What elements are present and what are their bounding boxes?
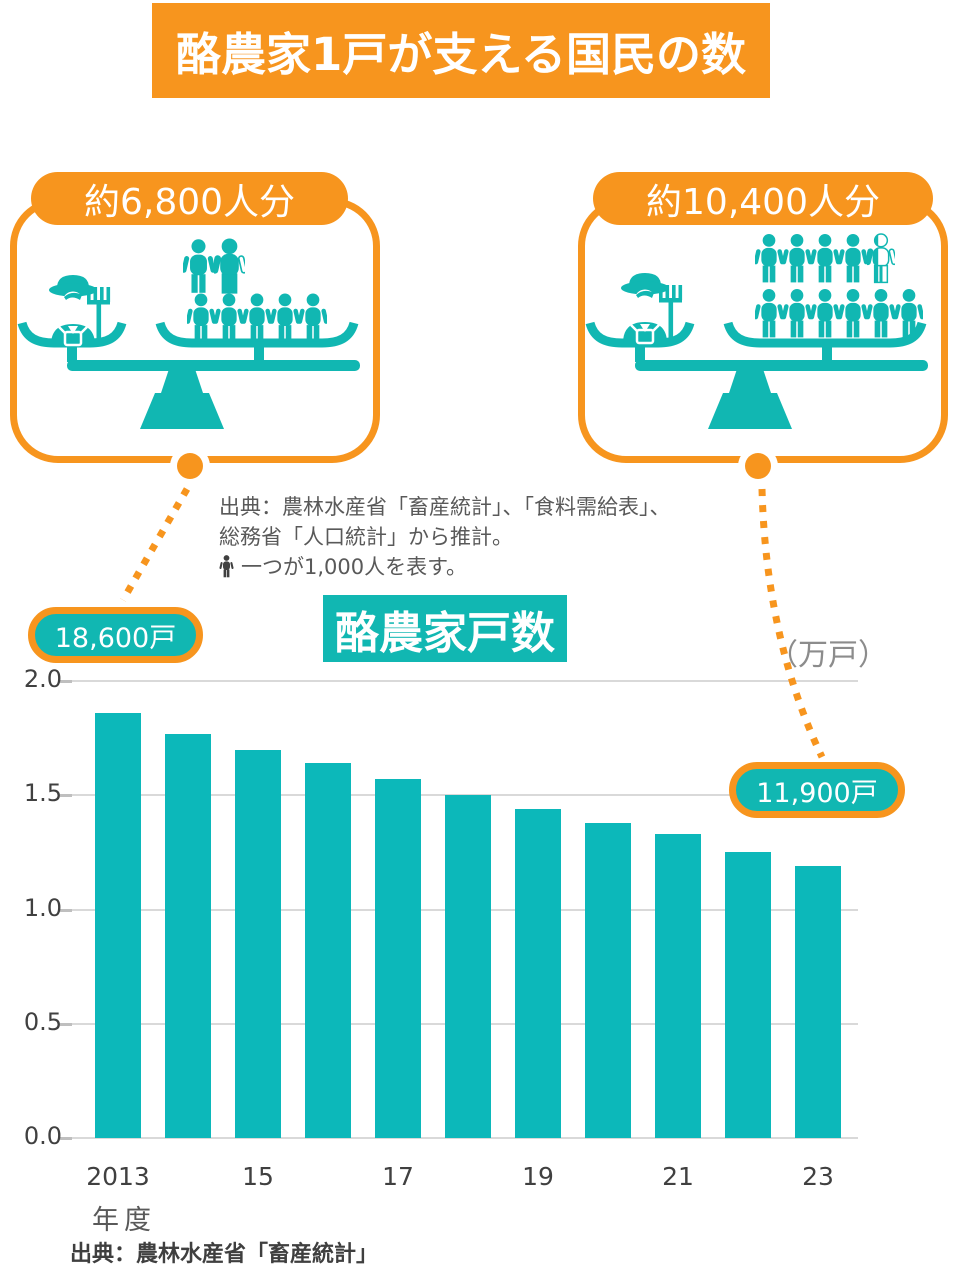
- person-icon: [213, 293, 245, 342]
- badge-people-2013: 約6,800人分: [31, 172, 348, 225]
- x-tick-label-2013: 2013: [86, 1162, 150, 1191]
- chart-title: 酪農家戸数: [323, 595, 567, 662]
- bar-2021: [655, 834, 701, 1138]
- gridline-y-0.0: [72, 1137, 858, 1139]
- x-tick-label-17: 17: [382, 1162, 414, 1191]
- y-tick-label: 0.0: [23, 1122, 62, 1150]
- person-icon: [781, 234, 813, 283]
- bar-2016: [305, 763, 351, 1138]
- callout-2013-households: 18,600戸: [28, 607, 203, 663]
- x-tick-label-15: 15: [242, 1162, 274, 1191]
- estimate-note-line2: 総務省「人口統計」から推計。: [219, 525, 513, 549]
- people-row-top: [753, 231, 898, 293]
- person-icon: [214, 239, 238, 293]
- estimate-note-line3: 一つが1,000人を表す。: [241, 555, 468, 579]
- person-icon: [269, 293, 301, 342]
- page-title: 酪農家1戸が支える国民の数: [176, 28, 746, 81]
- bar-2019: [515, 808, 561, 1138]
- bar-2014: [165, 733, 211, 1138]
- y-tick-label: 1.0: [23, 893, 62, 922]
- y-tick-2.0: [60, 680, 72, 683]
- bar-2013: [95, 712, 141, 1138]
- y-tick-1.0: [60, 908, 72, 912]
- y-tick-0.5: [60, 1022, 72, 1026]
- x-tick-label-23: 23: [802, 1162, 834, 1191]
- person-icon: [753, 234, 785, 283]
- gridline-y-2.0: [72, 680, 858, 682]
- page-title-banner: 酪農家1戸が支える国民の数: [152, 3, 770, 98]
- people-row-bottom: [753, 288, 925, 346]
- y-tick-label: 0.5: [23, 1007, 62, 1036]
- connector-dot-right: [745, 453, 771, 479]
- person-icon: [867, 234, 879, 283]
- y-axis-unit-label: （万戸）: [768, 638, 888, 673]
- chart-source: 出典：農林水産省「畜産統計」: [70, 1242, 379, 1267]
- people-row-bottom: [185, 291, 329, 352]
- farmer-icon: [621, 273, 683, 345]
- person-icon: [753, 289, 785, 338]
- people-row-top: [181, 238, 248, 302]
- person-icon: [297, 293, 329, 342]
- x-tick-label-21: 21: [662, 1162, 694, 1191]
- person-icon: [185, 293, 217, 342]
- bar-2023: [795, 866, 841, 1138]
- bar-2015: [235, 749, 281, 1138]
- badge-people-2023-label: 約10,400人分: [646, 181, 880, 223]
- scale-panel-2023: 約10,400人分: [578, 172, 948, 479]
- bar-2020: [585, 822, 631, 1138]
- chart-title-label: 酪農家戸数: [335, 607, 555, 659]
- person-icon: [781, 289, 813, 338]
- person-icon: [809, 289, 841, 338]
- person-icon: [837, 234, 869, 283]
- balance-scale-icon: [585, 273, 928, 429]
- y-tick-0.0: [60, 1137, 72, 1140]
- x-tick-label-19: 19: [522, 1162, 554, 1191]
- y-tick-label: 1.5: [23, 779, 62, 808]
- scale-panel-2013: 約6,800人分: [10, 172, 380, 479]
- bar-2018: [445, 795, 491, 1138]
- person-icon: [241, 293, 273, 342]
- badge-people-2023: 約10,400人分: [593, 172, 933, 225]
- person-icon: [837, 289, 869, 338]
- estimate-note-line1: 出典：農林水産省「畜産統計」、「食料需給表」、: [219, 495, 671, 519]
- y-tick-label: 2.0: [23, 665, 62, 693]
- farmer-icon: [49, 275, 111, 347]
- connector-dot-left: [177, 453, 203, 479]
- estimate-note: 出典：農林水産省「畜産統計」、「食料需給表」、 総務省「人口統計」から推計。 一…: [219, 492, 671, 582]
- person-legend-icon: [219, 555, 234, 578]
- balance-scale-icon: [17, 275, 360, 429]
- bar-2022: [725, 852, 771, 1138]
- person-icon: [181, 239, 216, 293]
- callout-2023-households: 11,900戸: [729, 762, 905, 818]
- person-icon: [865, 289, 897, 338]
- x-axis-title: 年度: [92, 1205, 156, 1236]
- bar-2017: [375, 779, 421, 1138]
- badge-people-2013-label: 約6,800人分: [83, 181, 296, 223]
- y-tick-1.5: [60, 794, 72, 798]
- person-icon: [893, 289, 925, 338]
- person-icon: [809, 234, 841, 283]
